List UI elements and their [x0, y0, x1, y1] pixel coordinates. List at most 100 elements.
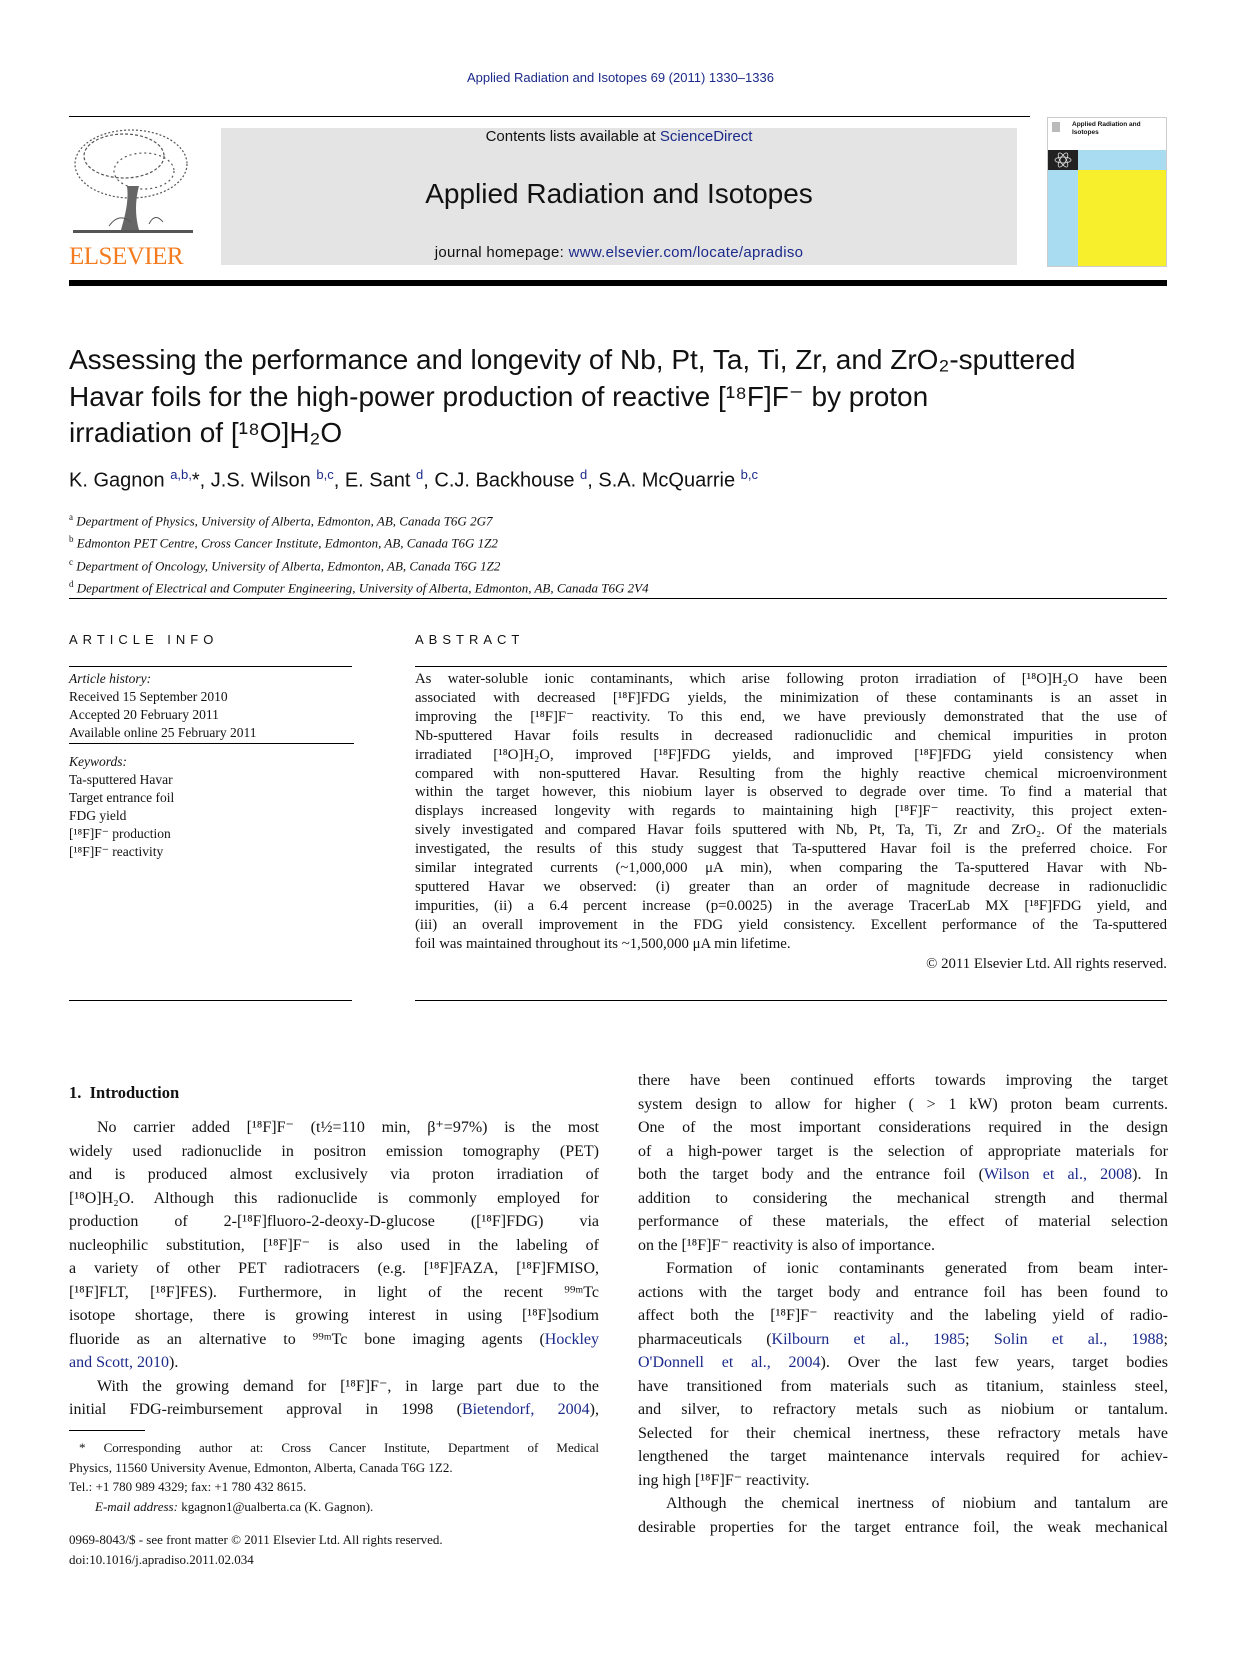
body-text-line: actions with the target body and entranc…	[638, 1283, 1168, 1301]
email-label: E-mail address:	[95, 1498, 178, 1514]
text-segment: fluoride as an alternative to ⁹⁹ᵐTc bone…	[69, 1330, 545, 1348]
article-info-rule	[69, 666, 352, 667]
keywords-label: Keywords:	[69, 754, 127, 769]
doi-line[interactable]: doi:10.1016/j.apradiso.2011.02.034	[69, 1551, 254, 1567]
journal-citation[interactable]: Applied Radiation and Isotopes 69 (2011)…	[0, 70, 1241, 85]
author-name[interactable]: K. Gagnon	[69, 469, 165, 492]
affiliation-key: a	[69, 512, 73, 522]
author-separator: ,	[423, 469, 435, 492]
keyword: [¹⁸F]F⁻ reactivity	[69, 844, 164, 859]
issn-line: 0969-8043/$ - see front matter © 2011 El…	[69, 1532, 443, 1547]
author-name[interactable]: E. Sant	[344, 469, 411, 492]
author-affiliation-marker[interactable]: a,b,	[170, 467, 192, 482]
body-text-line: of a high-power target is the selection …	[638, 1142, 1168, 1160]
citation-link[interactable]: Wilson et al., 2008	[983, 1166, 1133, 1183]
citation-link[interactable]: Applied Radiation and Isotopes 69 (2011)…	[467, 70, 774, 85]
abstract-line: within the target however, this niobium …	[415, 784, 1167, 801]
body-text-line: initial FDG-reimbursement approval in 19…	[69, 1398, 599, 1422]
abstract-line: improving the [¹⁸F]F⁻ reactivity. To thi…	[415, 708, 1167, 725]
author-separator: *,	[191, 469, 211, 492]
footnote-rule	[69, 1430, 145, 1431]
body-text-line: No carrier added [¹⁸F]F⁻ (t½=110 min, β⁺…	[97, 1119, 599, 1136]
text-segment: ).	[169, 1354, 179, 1371]
abstract-line: similar integrated currents (~1,000,000 …	[415, 860, 1167, 877]
email-address[interactable]: kgagnon1@ualberta.ca (K. Gagnon).	[177, 1498, 374, 1514]
citation-link[interactable]: Bietendorf, 2004	[461, 1401, 590, 1418]
title-line: Assessing the performance and longevity …	[69, 344, 1076, 375]
journal-homepage: journal homepage: www.elsevier.com/locat…	[221, 244, 1017, 261]
homepage-link[interactable]: www.elsevier.com/locate/apradiso	[568, 244, 804, 261]
body-text-line: [¹⁸F]FLT, [¹⁸F]FES). Furthermore, in lig…	[69, 1283, 599, 1301]
title-line: irradiation of [¹⁸O]H₂O	[69, 417, 343, 448]
affiliation: b Edmonton PET Centre, Cross Cancer Inst…	[69, 530, 649, 552]
keyword: FDG yield	[69, 808, 127, 823]
author-name[interactable]: J.S. Wilson	[210, 469, 311, 492]
body-text-line: and silver, to refractory metals such as…	[638, 1401, 1168, 1418]
citation-link[interactable]: and Scott, 2010	[69, 1354, 169, 1371]
body-text-line: One of the most important considerations…	[638, 1119, 1168, 1136]
homepage-label: journal homepage:	[434, 244, 569, 261]
body-text-line: nucleophilic substitution, [¹⁸F]F⁻ is al…	[69, 1236, 599, 1254]
title-line: Havar foils for the high-power productio…	[69, 380, 929, 412]
abstract-bottom-rule	[415, 1000, 1167, 1001]
author-affiliation-marker[interactable]: b,c	[740, 467, 758, 482]
body-text-line: there have been continued efforts toward…	[638, 1072, 1168, 1089]
body-text-line: isotope shortage, there is growing inter…	[69, 1307, 599, 1324]
body-text-line: widely used radionuclide in positron emi…	[69, 1142, 599, 1160]
body-text-line: and is produced almost exclusively via p…	[69, 1166, 599, 1183]
body-text-line: pharmaceuticals (Kilbourn et al., 1985; …	[638, 1328, 1168, 1352]
affiliation-list: a Department of Physics, University of A…	[69, 508, 649, 597]
front-matter: 0969-8043/$ - see front matter © 2011 El…	[69, 1530, 443, 1569]
author-list: K. Gagnon a,b,*, J.S. Wilson b,c, E. San…	[69, 467, 758, 493]
body-text-line: desirable properties for the target entr…	[638, 1518, 1168, 1536]
affiliation: d Department of Electrical and Computer …	[69, 575, 649, 597]
affiliation-key: c	[69, 556, 73, 567]
affiliation-text: Edmonton PET Centre, Cross Cancer Instit…	[76, 535, 498, 551]
article-info: Article history: Received 15 September 2…	[69, 670, 354, 861]
affiliation-text: Department of Physics, University of Alb…	[76, 513, 493, 529]
author-name[interactable]: C.J. Backhouse	[434, 469, 575, 492]
body-text-line: Formation of ionic contaminants generate…	[666, 1260, 1168, 1277]
abstract-line: sively investigated and compared Havar f…	[415, 822, 1167, 839]
elsevier-logo: ELSEVIER	[69, 126, 197, 270]
abstract-line: irradiated [¹⁸O]H₂O, improved [¹⁸F]FDG y…	[415, 746, 1167, 763]
author-name[interactable]: S.A. McQuarrie	[598, 469, 736, 492]
body-text-line: a variety of other PET radiotracers (e.g…	[69, 1260, 599, 1277]
journal-title: Applied Radiation and Isotopes	[425, 178, 813, 209]
author-separator: ,	[587, 469, 599, 492]
corresponding-author-footnote: * Corresponding author at: Cross Cancer …	[69, 1438, 599, 1516]
body-left-column: No carrier added [¹⁸F]F⁻ (t½=110 min, β⁺…	[69, 1116, 599, 1422]
history-received: Received 15 September 2010	[69, 689, 228, 704]
body-text-line: addition to considering the mechanical s…	[638, 1189, 1168, 1207]
history-label: Article history:	[69, 671, 152, 686]
body-text-line: production of 2-[¹⁸F]fluoro-2-deoxy-D-gl…	[69, 1213, 599, 1230]
author-affiliation-marker[interactable]: d	[580, 467, 588, 482]
keyword: Ta-sputtered Havar	[69, 772, 173, 787]
citation-link[interactable]: Solin et al., 1988	[993, 1330, 1164, 1348]
body-text-line: With the growing demand for [¹⁸F]F⁻, in …	[97, 1377, 599, 1395]
sciencedirect-link[interactable]: ScienceDirect	[659, 128, 753, 145]
journal-cover-thumbnail[interactable]: Applied Radiation and Isotopes	[1047, 117, 1167, 267]
abstract-rule	[415, 666, 1167, 667]
abstract-copyright: © 2011 Elsevier Ltd. All rights reserved…	[926, 955, 1167, 972]
abstract-line: impurities, (ii) a 6.4 percent increase …	[415, 897, 1167, 914]
citation-link[interactable]: Hockley	[544, 1330, 599, 1348]
abstract-line: associated with decreased [¹⁸F]FDG yield…	[415, 689, 1167, 706]
body-text-line: have transitioned from materials such as…	[638, 1377, 1168, 1395]
body-text-line: performance of these materials, the effe…	[638, 1213, 1168, 1230]
text-segment: both the target body and the entrance fo…	[638, 1166, 984, 1183]
cover-logo-icon	[1052, 122, 1060, 132]
abstract-line: As water-soluble ionic contaminants, whi…	[415, 671, 1167, 687]
citation-link[interactable]: O'Donnell et al., 2004	[638, 1354, 821, 1371]
journal-banner: Contents lists available at ScienceDirec…	[221, 128, 1017, 265]
citation-link[interactable]: Kilbourn et al., 1985	[771, 1330, 966, 1348]
footnote-tel: Tel.: +1 780 989 4329; fax: +1 780 432 8…	[69, 1479, 307, 1494]
author-affiliation-marker[interactable]: b,c	[316, 467, 334, 482]
body-text-line: both the target body and the entrance fo…	[638, 1163, 1168, 1187]
elsevier-tree-icon	[73, 129, 193, 233]
author-separator: ,	[333, 469, 345, 492]
author-affiliation-marker[interactable]: d	[416, 467, 424, 482]
affiliation: c Department of Oncology, University of …	[69, 553, 649, 575]
article-info-heading: ARTICLE INFO	[69, 632, 219, 647]
